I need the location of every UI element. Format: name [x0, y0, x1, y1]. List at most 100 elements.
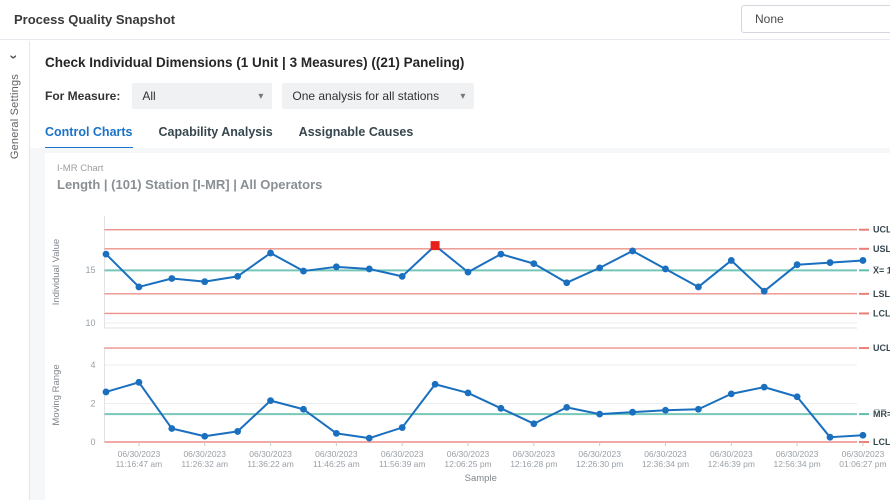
- chart-card: I-MR Chart Length | (101) Station [I-MR]…: [45, 153, 890, 500]
- data-point: [234, 272, 242, 280]
- x-tick-time: 11:36:22 am: [247, 459, 294, 469]
- data-point: [629, 408, 636, 416]
- x-tick-time: 12:56:34 pm: [773, 459, 820, 469]
- top-bar: Process Quality Snapshot None: [0, 0, 890, 40]
- data-point: [201, 432, 209, 440]
- y-tick-label: 4: [90, 360, 95, 370]
- app-title: Process Quality Snapshot: [14, 12, 176, 27]
- x-tick-time: 11:16:47 am: [116, 459, 163, 469]
- reference-line-label: LSL=: [873, 289, 890, 299]
- individual-value-series-line: [105, 244, 863, 293]
- data-point: [135, 378, 143, 386]
- data-point: [826, 433, 834, 441]
- topbar-selector[interactable]: None: [741, 5, 890, 33]
- data-point: [201, 278, 209, 286]
- reference-line-label: UCL=: [873, 225, 890, 235]
- data-point: [596, 410, 604, 418]
- analysis-select[interactable]: One analysis for all stations ▾: [282, 83, 475, 109]
- data-point: [267, 249, 274, 257]
- data-point: [530, 420, 538, 428]
- y-axis-title: Moving Range: [51, 364, 62, 425]
- x-tick-date: 06/30/2023: [776, 449, 819, 459]
- for-measure-label: For Measure:: [45, 89, 121, 103]
- data-point: [365, 434, 373, 442]
- chevron-down-icon: ▾: [460, 90, 466, 102]
- x-tick-time: 11:56:39 am: [379, 459, 426, 469]
- data-point: [563, 279, 571, 287]
- data-point: [497, 404, 505, 412]
- x-axis-title: Sample: [465, 473, 497, 484]
- y-tick-label: 2: [90, 399, 95, 409]
- x-tick-time: 12:06:25 pm: [444, 459, 491, 469]
- tab-control-charts[interactable]: Control Charts: [45, 125, 133, 150]
- data-point: [332, 263, 340, 271]
- chart-panel: I-MR Chart Length | (101) Station [I-MR]…: [30, 148, 890, 500]
- data-point: [135, 283, 143, 291]
- data-point: [826, 259, 834, 266]
- measure-select-value: All: [142, 89, 156, 103]
- x-tick-time: 12:16:28 pm: [510, 459, 557, 469]
- data-point: [168, 425, 176, 432]
- tab-capability-analysis[interactable]: Capability Analysis: [158, 125, 273, 139]
- x-tick-date: 06/30/2023: [710, 449, 753, 459]
- reference-line-label: UCL=: [873, 343, 890, 353]
- data-point: [168, 275, 176, 282]
- data-point: [662, 406, 669, 414]
- data-point: [267, 397, 274, 405]
- tab-bar: Control Charts Capability Analysis Assig…: [45, 125, 890, 150]
- reference-line-label: USL=: [873, 244, 890, 254]
- expand-sidebar-icon[interactable]: ›: [6, 54, 23, 60]
- analysis-select-value: One analysis for all stations: [292, 89, 440, 103]
- data-point: [398, 272, 406, 280]
- data-point: [234, 428, 242, 435]
- data-point: [563, 403, 571, 411]
- data-point: [102, 250, 110, 258]
- y-tick-label: 0: [90, 437, 95, 447]
- page-title: Check Individual Dimensions (1 Unit | 3 …: [45, 55, 465, 70]
- x-tick-date: 06/30/2023: [447, 449, 490, 459]
- sidebar-label: General Settings: [8, 74, 21, 160]
- moving-range-series-line: [105, 381, 863, 440]
- data-point: [662, 265, 669, 273]
- data-point: [727, 257, 735, 264]
- filter-row: For Measure: All ▾ One analysis for all …: [45, 83, 890, 109]
- x-tick-time: 12:26:30 pm: [576, 459, 623, 469]
- x-tick-date: 06/30/2023: [381, 449, 424, 459]
- data-point: [431, 380, 439, 388]
- x-tick-time: 01:06:27 pm: [839, 459, 886, 469]
- data-point: [596, 264, 604, 272]
- data-point: [793, 393, 801, 401]
- data-point: [398, 424, 406, 431]
- x-tick-date: 06/30/2023: [513, 449, 556, 459]
- x-tick-time: 12:46:39 pm: [708, 459, 755, 469]
- data-point: [365, 265, 373, 273]
- x-tick-time: 11:46:25 am: [313, 459, 360, 469]
- chart-kicker: I-MR Chart: [57, 163, 104, 174]
- data-point: [760, 287, 768, 295]
- data-point: [300, 405, 307, 413]
- general-settings-sidebar: › General Settings: [0, 41, 30, 500]
- data-point: [464, 389, 472, 397]
- tab-assignable-causes[interactable]: Assignable Causes: [298, 125, 414, 139]
- data-point: [530, 260, 538, 268]
- reference-line-label: LCL=: [873, 308, 890, 318]
- individual-value-plot: 10 15 UCL= USL= X̅= 14 LSL= LCL= Individual Val…: [51, 216, 890, 329]
- x-tick-time: 11:26:32 am: [181, 459, 228, 469]
- reference-line-label: LCL=: [873, 437, 890, 447]
- x-tick-time: 12:36:34 pm: [642, 459, 689, 469]
- chevron-down-icon: ▾: [258, 90, 264, 102]
- data-point: [629, 247, 636, 255]
- data-point: [760, 383, 768, 391]
- topbar-selector-value: None: [755, 12, 784, 26]
- reference-line-label: X̅= 14: [873, 265, 890, 275]
- data-point: [694, 405, 702, 413]
- data-point: [464, 268, 472, 276]
- data-point: [727, 390, 735, 398]
- data-point: [332, 429, 340, 437]
- measure-select[interactable]: All ▾: [132, 83, 273, 109]
- data-point: [497, 250, 505, 258]
- individual-value-chart[interactable]: 10 15 UCL= USL= X̅= 14 LSL= LCL= Individual Val…: [45, 208, 890, 343]
- x-tick-date: 06/30/2023: [644, 449, 687, 459]
